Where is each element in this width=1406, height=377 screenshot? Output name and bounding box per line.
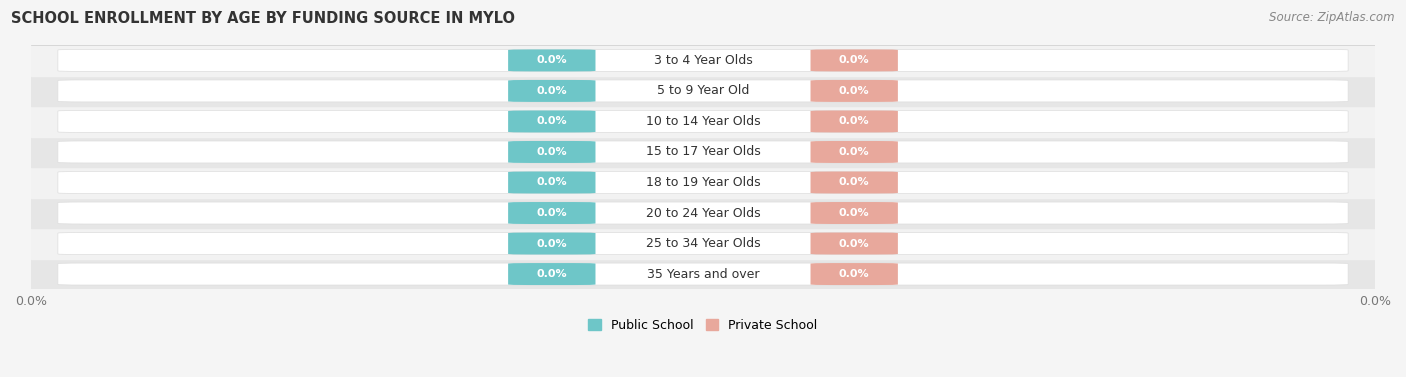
Bar <box>31 228 1375 259</box>
FancyBboxPatch shape <box>810 110 898 132</box>
Text: 18 to 19 Year Olds: 18 to 19 Year Olds <box>645 176 761 189</box>
FancyBboxPatch shape <box>810 202 898 224</box>
Text: 0.0%: 0.0% <box>537 116 567 126</box>
Bar <box>31 106 1375 137</box>
FancyBboxPatch shape <box>58 233 1348 254</box>
Bar <box>31 137 1375 167</box>
FancyBboxPatch shape <box>810 80 898 102</box>
Text: Source: ZipAtlas.com: Source: ZipAtlas.com <box>1270 11 1395 24</box>
Text: 0.0%: 0.0% <box>537 208 567 218</box>
Text: 0.0%: 0.0% <box>839 55 869 66</box>
Text: 0.0%: 0.0% <box>839 116 869 126</box>
Text: 10 to 14 Year Olds: 10 to 14 Year Olds <box>645 115 761 128</box>
Text: 0.0%: 0.0% <box>537 147 567 157</box>
Bar <box>31 45 1375 76</box>
Text: 0.0%: 0.0% <box>537 55 567 66</box>
FancyBboxPatch shape <box>508 202 596 224</box>
FancyBboxPatch shape <box>810 172 898 193</box>
FancyBboxPatch shape <box>58 263 1348 285</box>
Text: 5 to 9 Year Old: 5 to 9 Year Old <box>657 84 749 97</box>
FancyBboxPatch shape <box>810 141 898 163</box>
FancyBboxPatch shape <box>58 110 1348 132</box>
Text: 0.0%: 0.0% <box>839 86 869 96</box>
FancyBboxPatch shape <box>810 233 898 254</box>
Text: 0.0%: 0.0% <box>839 147 869 157</box>
Text: 35 Years and over: 35 Years and over <box>647 268 759 280</box>
Text: 15 to 17 Year Olds: 15 to 17 Year Olds <box>645 146 761 158</box>
Text: 0.0%: 0.0% <box>839 239 869 248</box>
FancyBboxPatch shape <box>58 49 1348 71</box>
Bar <box>31 167 1375 198</box>
Text: 3 to 4 Year Olds: 3 to 4 Year Olds <box>654 54 752 67</box>
Legend: Public School, Private School: Public School, Private School <box>583 314 823 337</box>
Text: 0.0%: 0.0% <box>537 269 567 279</box>
FancyBboxPatch shape <box>508 80 596 102</box>
FancyBboxPatch shape <box>508 263 596 285</box>
FancyBboxPatch shape <box>508 49 596 71</box>
Bar <box>31 198 1375 228</box>
FancyBboxPatch shape <box>810 263 898 285</box>
Text: 0.0%: 0.0% <box>537 178 567 187</box>
FancyBboxPatch shape <box>58 141 1348 163</box>
Text: 0.0%: 0.0% <box>839 269 869 279</box>
FancyBboxPatch shape <box>810 49 898 71</box>
FancyBboxPatch shape <box>58 202 1348 224</box>
Text: 0.0%: 0.0% <box>537 239 567 248</box>
FancyBboxPatch shape <box>508 110 596 132</box>
Text: 0.0%: 0.0% <box>839 178 869 187</box>
Text: 20 to 24 Year Olds: 20 to 24 Year Olds <box>645 207 761 219</box>
Bar <box>31 76 1375 106</box>
FancyBboxPatch shape <box>508 141 596 163</box>
FancyBboxPatch shape <box>508 233 596 254</box>
Text: 0.0%: 0.0% <box>537 86 567 96</box>
FancyBboxPatch shape <box>58 80 1348 102</box>
FancyBboxPatch shape <box>508 172 596 193</box>
Text: SCHOOL ENROLLMENT BY AGE BY FUNDING SOURCE IN MYLO: SCHOOL ENROLLMENT BY AGE BY FUNDING SOUR… <box>11 11 515 26</box>
FancyBboxPatch shape <box>58 172 1348 193</box>
Bar <box>31 259 1375 289</box>
Text: 0.0%: 0.0% <box>839 208 869 218</box>
Text: 25 to 34 Year Olds: 25 to 34 Year Olds <box>645 237 761 250</box>
